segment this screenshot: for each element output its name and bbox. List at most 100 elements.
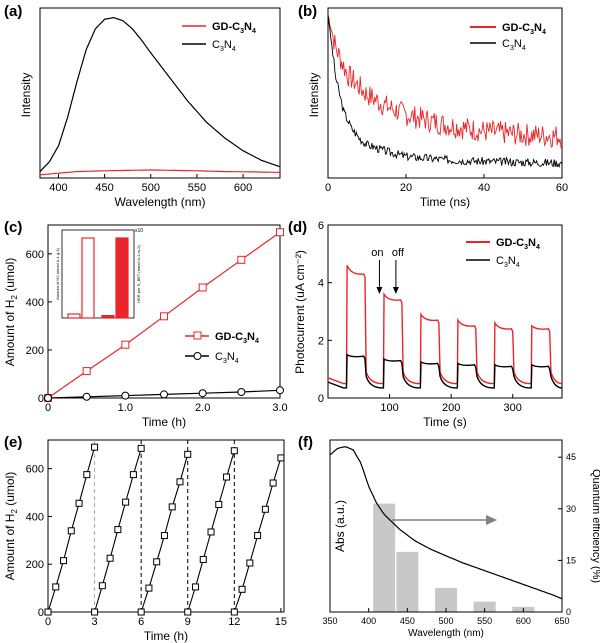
plot-frame bbox=[327, 7, 563, 179]
data-point bbox=[52, 583, 60, 591]
x-tick-label: 600 bbox=[516, 616, 531, 626]
y-axis-label: Photocurrent (uA cm⁻²) bbox=[293, 250, 307, 374]
annotation-on: on bbox=[371, 247, 383, 259]
data-point bbox=[82, 392, 91, 401]
data-point bbox=[230, 447, 238, 455]
x-tick-label: 300 bbox=[504, 402, 522, 414]
data-point bbox=[91, 608, 99, 616]
legend-label: C3N4 bbox=[212, 39, 236, 53]
annotation-off: off bbox=[392, 247, 405, 259]
y-tick-label-right: 45 bbox=[566, 452, 576, 462]
y-axis-label: Amount of H2 (umol) bbox=[3, 472, 19, 581]
panel-label: (c) bbox=[4, 219, 22, 236]
data-point bbox=[160, 390, 168, 399]
x-tick-label: 0 bbox=[45, 616, 51, 628]
x-tick-label: 450 bbox=[95, 182, 113, 194]
data-point bbox=[121, 391, 130, 400]
data-point bbox=[137, 608, 145, 616]
x-tick-label: 500 bbox=[438, 616, 453, 626]
annotation-arrowhead bbox=[376, 287, 383, 294]
y-tick-label: 200 bbox=[26, 345, 44, 357]
panel-label: (b) bbox=[298, 3, 317, 20]
data-point bbox=[44, 608, 52, 616]
x-axis-label: Time (h) bbox=[142, 415, 186, 429]
legend-marker bbox=[193, 331, 202, 340]
panel-a: (a) 400 450 500 550 600 Wavelength (nm) Intensi… bbox=[4, 3, 281, 209]
inset-axis-max: x10 bbox=[135, 228, 143, 234]
x-tick-label: 0 bbox=[325, 182, 331, 194]
y-axis-label: Intensity bbox=[307, 73, 321, 118]
x-tick-label: 550 bbox=[477, 616, 492, 626]
inset-bar bbox=[115, 237, 129, 319]
qe-bar bbox=[473, 601, 496, 612]
inset-bar bbox=[101, 315, 115, 319]
data-point bbox=[145, 584, 153, 592]
legend-label: C3N4 bbox=[496, 255, 520, 269]
data-point bbox=[215, 501, 223, 508]
data-point bbox=[198, 389, 207, 398]
inset-bar bbox=[81, 237, 95, 319]
panel-c: (c) 0 1.0 2.0 3.0 0 200 400 600 Time (h) Amount of… bbox=[3, 219, 288, 429]
x-axis-label: Wavelength (nm) bbox=[408, 628, 484, 639]
panel-b: (b) 0 20 40 60 Time (ns) Intensity GD-C3N4 C3N4 bbox=[298, 3, 568, 209]
series-line-C3N4 bbox=[39, 16, 281, 173]
data-point bbox=[184, 608, 192, 616]
qe-bar bbox=[373, 503, 396, 612]
x-tick-label: 200 bbox=[442, 402, 460, 414]
y-tick-label-right: 30 bbox=[566, 504, 576, 514]
data-point bbox=[137, 444, 145, 452]
legend-label: C3N4 bbox=[215, 351, 239, 365]
series-line-GD-C3N4 bbox=[39, 169, 280, 176]
x-tick-label: 12 bbox=[228, 616, 240, 628]
axis-arrowhead bbox=[486, 515, 497, 525]
data-point bbox=[176, 478, 184, 486]
x-tick-label: 2.0 bbox=[195, 402, 210, 414]
y-tick-label: 0 bbox=[38, 393, 44, 405]
data-point bbox=[60, 557, 68, 565]
data-point bbox=[98, 582, 106, 590]
data-point bbox=[83, 471, 91, 479]
data-point bbox=[237, 255, 246, 264]
data-point bbox=[114, 526, 122, 534]
series-line-C3N4 bbox=[327, 15, 563, 169]
series-line-GD-C3N4 bbox=[327, 14, 563, 149]
absorbance-line bbox=[329, 446, 563, 600]
data-point bbox=[192, 583, 199, 591]
data-point bbox=[67, 527, 75, 535]
data-point bbox=[276, 228, 284, 237]
data-point bbox=[121, 340, 130, 349]
x-tick-label: 60 bbox=[556, 182, 568, 194]
y-axis-label: Intensity bbox=[19, 73, 33, 118]
y-tick-label: 400 bbox=[26, 511, 44, 523]
x-tick-label: 20 bbox=[400, 182, 412, 194]
data-point bbox=[237, 387, 246, 396]
data-point bbox=[129, 471, 137, 479]
y-tick-label: 200 bbox=[26, 559, 44, 571]
data-point bbox=[75, 499, 83, 507]
x-axis-label: Wavelength (nm) bbox=[115, 195, 206, 209]
y-tick-label: 0 bbox=[38, 607, 44, 619]
x-tick-label: 100 bbox=[380, 402, 398, 414]
plot-frame bbox=[39, 7, 281, 179]
x-tick-label: 15 bbox=[275, 616, 287, 628]
qe-bar bbox=[396, 551, 419, 612]
data-point bbox=[223, 473, 231, 481]
x-tick-label: 9 bbox=[185, 616, 191, 628]
data-point bbox=[230, 608, 238, 616]
qe-bar bbox=[435, 587, 457, 612]
data-point bbox=[199, 555, 207, 563]
x-tick-label: 550 bbox=[188, 182, 206, 194]
data-point bbox=[207, 528, 215, 536]
data-point bbox=[246, 559, 254, 567]
data-point bbox=[261, 505, 269, 513]
legend-label: C3N4 bbox=[502, 38, 526, 52]
y-tick-label: 6 bbox=[318, 220, 324, 232]
data-point bbox=[277, 454, 285, 462]
plot-frame bbox=[47, 439, 285, 613]
legend-label: GD-C3N4 bbox=[215, 331, 259, 345]
panel-f: (f) 350 400 450 500 550 600 650 Wavelength (nm) 0… bbox=[298, 434, 600, 639]
series-line-C3N4 bbox=[327, 353, 563, 389]
x-tick-label: 1.0 bbox=[118, 402, 133, 414]
data-point bbox=[82, 367, 91, 376]
x-tick-label: 40 bbox=[478, 182, 490, 194]
